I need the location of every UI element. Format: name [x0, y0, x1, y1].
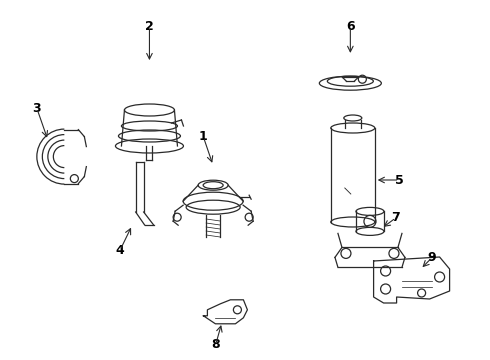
Text: 8: 8: [211, 338, 220, 351]
Text: 3: 3: [32, 102, 41, 114]
Text: 5: 5: [395, 174, 404, 186]
Text: 2: 2: [145, 21, 154, 33]
Text: 4: 4: [116, 244, 124, 257]
Text: 1: 1: [199, 130, 208, 143]
Text: 7: 7: [392, 211, 400, 224]
Text: 6: 6: [346, 21, 355, 33]
Text: 9: 9: [428, 251, 437, 264]
